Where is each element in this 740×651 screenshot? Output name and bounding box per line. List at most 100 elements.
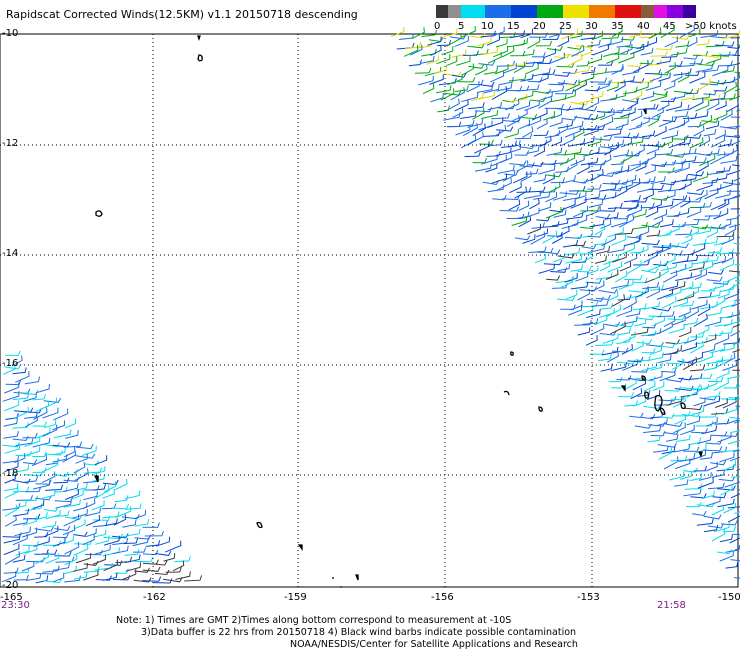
wind-barb [468, 102, 484, 108]
wind-barb [453, 107, 463, 117]
wind-barb [184, 575, 201, 581]
wind-barb [93, 516, 110, 521]
wind-barb [537, 119, 547, 129]
wind-barb [718, 180, 733, 190]
wind-barb [4, 431, 19, 438]
wind-barb [734, 132, 740, 137]
island [504, 391, 509, 395]
wind-barb [4, 400, 18, 410]
wind-barb [509, 182, 521, 193]
wind-barb [415, 68, 431, 73]
wind-barb [692, 406, 704, 415]
wind-barb [642, 176, 656, 183]
wind-barb [649, 312, 663, 317]
wind-barb [586, 335, 597, 345]
wind-barb [607, 245, 625, 253]
island [356, 575, 358, 580]
wind-barb [569, 186, 585, 191]
wind-barb [14, 389, 30, 394]
wind-barb [24, 390, 38, 395]
wind-barb [546, 250, 560, 254]
wind-barb [537, 59, 552, 64]
lat-label: -20 [2, 580, 18, 591]
wind-barb [65, 419, 76, 429]
wind-barb [631, 327, 648, 335]
wind-barb [467, 81, 480, 92]
wind-barb [700, 238, 718, 244]
wind-barb [654, 267, 668, 280]
wind-barb [509, 74, 526, 81]
wind-barb [702, 118, 719, 123]
wind-barb [558, 80, 577, 84]
wind-barb [425, 67, 441, 76]
wind-barb [590, 324, 603, 335]
wind-barb [615, 271, 627, 282]
wind-barb [721, 300, 735, 309]
wind-barb [16, 451, 32, 456]
wind-barb [83, 498, 95, 508]
wind-barb [726, 562, 738, 568]
wind-barb [94, 563, 112, 570]
wind-barb [430, 74, 444, 84]
wind-barb [631, 111, 642, 121]
wind-barb [521, 74, 534, 81]
wind-barb [4, 544, 19, 555]
wind-barb [605, 66, 622, 72]
wind-barb [534, 175, 546, 182]
wind-barb [600, 331, 617, 336]
wind-barb [23, 460, 37, 464]
wind-barb [134, 578, 151, 582]
wind-barb [654, 209, 667, 219]
wind-barb [514, 62, 525, 73]
wind-barb [617, 306, 632, 317]
wind-barb [595, 256, 606, 264]
wind-barb [465, 151, 481, 156]
wind-barb [591, 281, 604, 292]
wind-barb [534, 89, 551, 93]
lat-label: -12 [2, 138, 18, 149]
wind-barb [563, 51, 579, 56]
wind-barb [25, 503, 42, 511]
wind-barb [657, 343, 676, 347]
wind-barb [556, 62, 574, 67]
wind-barb [23, 516, 37, 525]
wind-barb [135, 510, 146, 519]
wind-barb [671, 175, 688, 183]
wind-barb [692, 511, 706, 515]
lat-lon-grid [0, 34, 738, 587]
wind-barb [604, 129, 622, 137]
wind-barb [450, 35, 466, 39]
wind-barb [595, 136, 612, 140]
wind-barb [509, 161, 526, 165]
wind-barb [563, 116, 577, 120]
wind-barb [637, 184, 653, 192]
wind-barb [586, 309, 600, 317]
wind-barb [686, 502, 701, 507]
wind-barb [717, 232, 735, 237]
wind-barb [516, 38, 528, 46]
wind-barb [479, 140, 493, 145]
wind-barb [53, 573, 64, 582]
wind-barb [582, 318, 598, 324]
wind-barb [23, 433, 38, 438]
footnote: Note: 1) Times are GMT 2)Times along bot… [0, 615, 740, 651]
wind-barb [423, 84, 434, 94]
wind-barb [674, 111, 688, 117]
wind-barb [143, 567, 160, 571]
wind-barb [577, 61, 590, 66]
wind-barb [708, 247, 722, 253]
wind-barb [709, 281, 724, 290]
wind-barb [526, 63, 539, 73]
note-line-3: NOAA/NESDIS/Center for Satellite Applica… [0, 639, 740, 651]
wind-barb [703, 94, 720, 99]
wind-barb [734, 575, 740, 580]
wind-barb [689, 263, 704, 271]
island [299, 545, 302, 549]
wind-barb [74, 462, 85, 473]
wind-barb [588, 232, 602, 237]
wind-barb [664, 456, 678, 469]
wind-barb [550, 118, 563, 127]
island [198, 36, 200, 39]
wind-barb [578, 327, 590, 335]
wind-barb [76, 454, 88, 464]
